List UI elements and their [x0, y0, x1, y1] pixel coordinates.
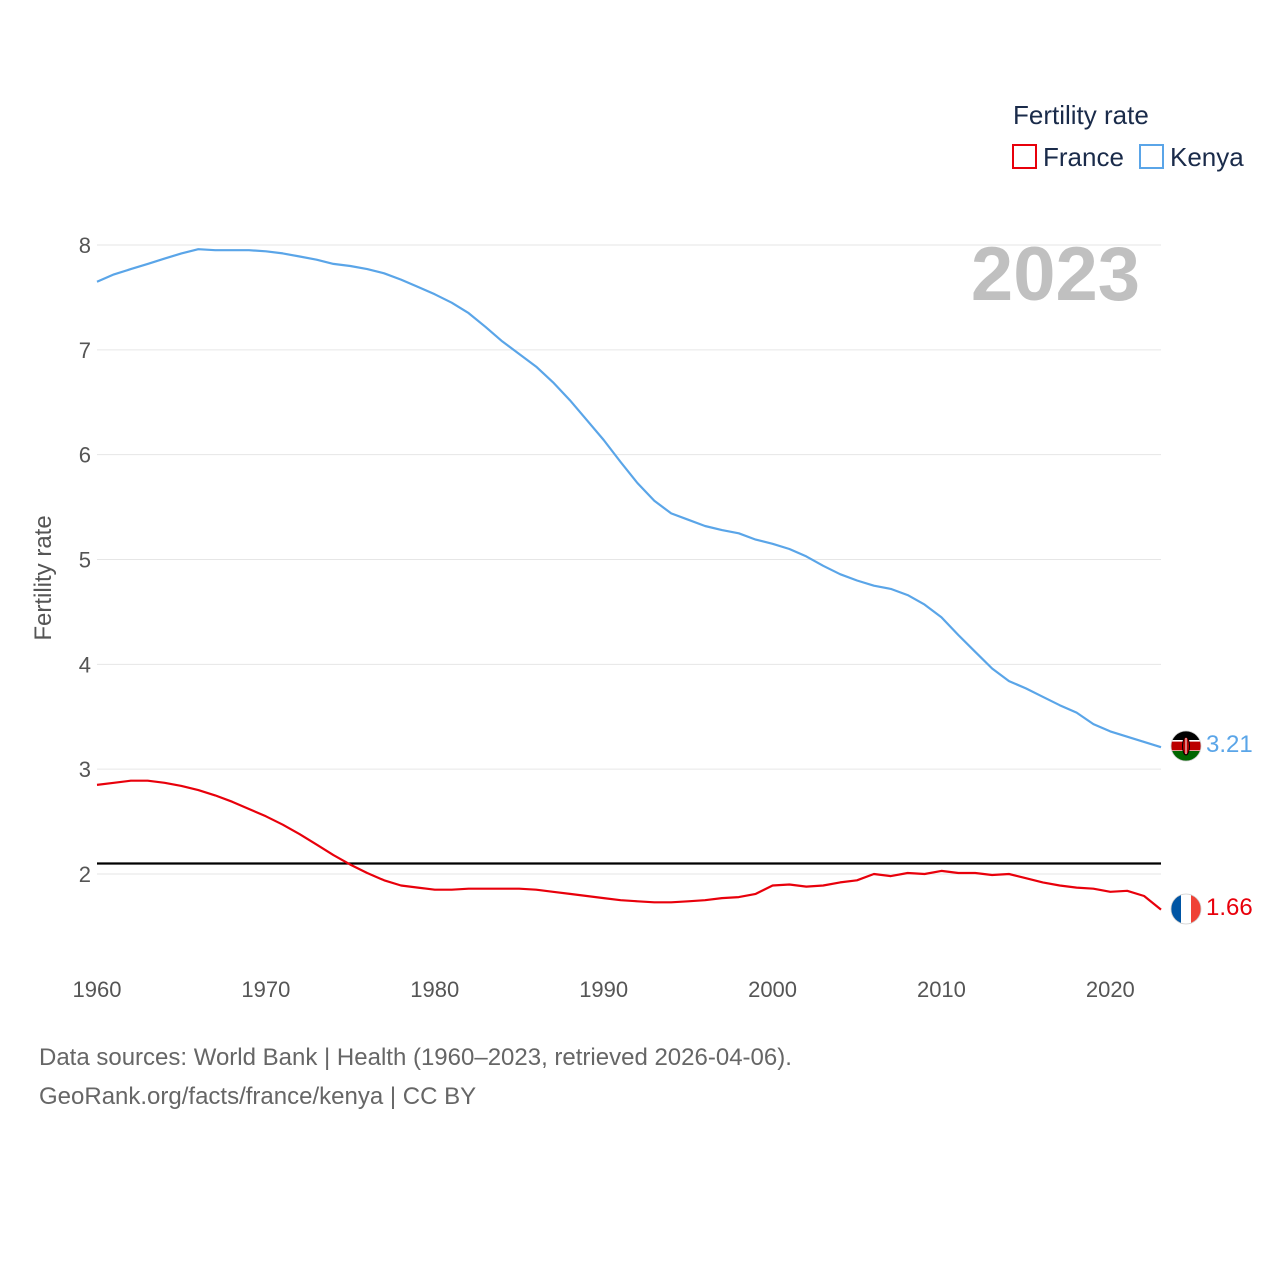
- legend-title: Fertility rate: [1013, 100, 1149, 130]
- gridlines: [97, 244, 1161, 875]
- series-line-france[interactable]: [96, 779, 1162, 911]
- kenya-flag-icon: [1171, 731, 1201, 761]
- legend-item-kenya[interactable]: Kenya: [1139, 142, 1244, 172]
- france-end-value-label: 1.66: [1206, 894, 1253, 921]
- legend-swatch-france: [1012, 144, 1037, 169]
- series-lines: [96, 248, 1162, 911]
- y-tick-label-2: 2: [79, 862, 91, 887]
- x-tick-label-1990: 1990: [579, 977, 628, 1002]
- legend-item-france[interactable]: France: [1012, 142, 1124, 172]
- y-tick-label-8: 8: [79, 233, 91, 258]
- x-tick-label-2020: 2020: [1086, 977, 1135, 1002]
- x-tick-label-2010: 2010: [917, 977, 966, 1002]
- y-tick-label-4: 4: [79, 652, 91, 677]
- x-tick-label-1980: 1980: [410, 977, 459, 1002]
- y-axis-title: Fertility rate: [30, 515, 57, 640]
- data-sources-note: Data sources: World Bank | Health (1960–…: [39, 1044, 792, 1071]
- kenya-end-value-label: 3.21: [1206, 731, 1253, 758]
- x-tick-label-2000: 2000: [748, 977, 797, 1002]
- x-axis-ticks: 1960 1970 1980 1990 2000 2010 2020: [73, 977, 1135, 1002]
- current-year-label: 2023: [971, 232, 1140, 317]
- y-tick-label-5: 5: [79, 548, 91, 573]
- legend-label-kenya: Kenya: [1170, 142, 1244, 172]
- y-tick-label-6: 6: [79, 443, 91, 468]
- x-tick-label-1960: 1960: [73, 977, 122, 1002]
- legend-swatch-kenya: [1139, 144, 1164, 169]
- series-line-kenya[interactable]: [96, 248, 1162, 749]
- fertility-rate-chart: 2 3 4 5 6 7 8 1960 1970 1980 1990 2000 2010 2020 Fer…: [30, 100, 1253, 1002]
- legend: Fertility rate France Kenya: [1012, 100, 1244, 172]
- source-url-license: GeoRank.org/facts/france/kenya | CC BY: [39, 1083, 477, 1110]
- x-tick-label-1970: 1970: [241, 977, 290, 1002]
- y-tick-label-3: 3: [79, 757, 91, 782]
- legend-label-france: France: [1043, 142, 1124, 172]
- y-tick-label-7: 7: [79, 338, 91, 363]
- france-flag-icon: [1171, 894, 1201, 924]
- y-axis-ticks: 2 3 4 5 6 7 8: [79, 233, 91, 887]
